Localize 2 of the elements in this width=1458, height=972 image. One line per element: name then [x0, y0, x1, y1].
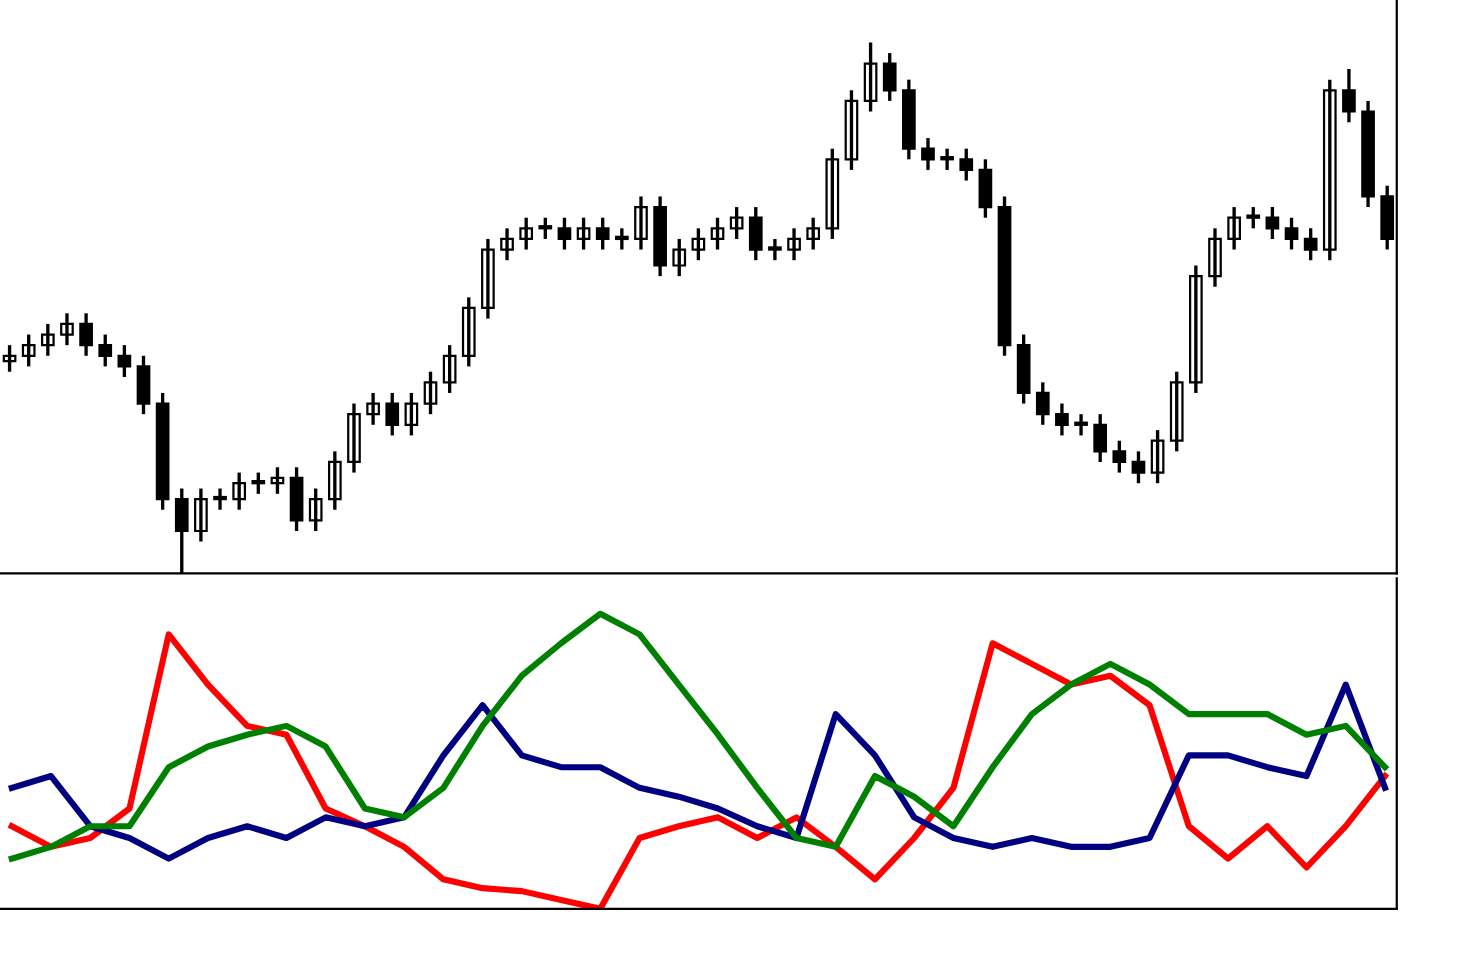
candlestick	[768, 237, 782, 262]
candlestick	[1246, 205, 1261, 230]
